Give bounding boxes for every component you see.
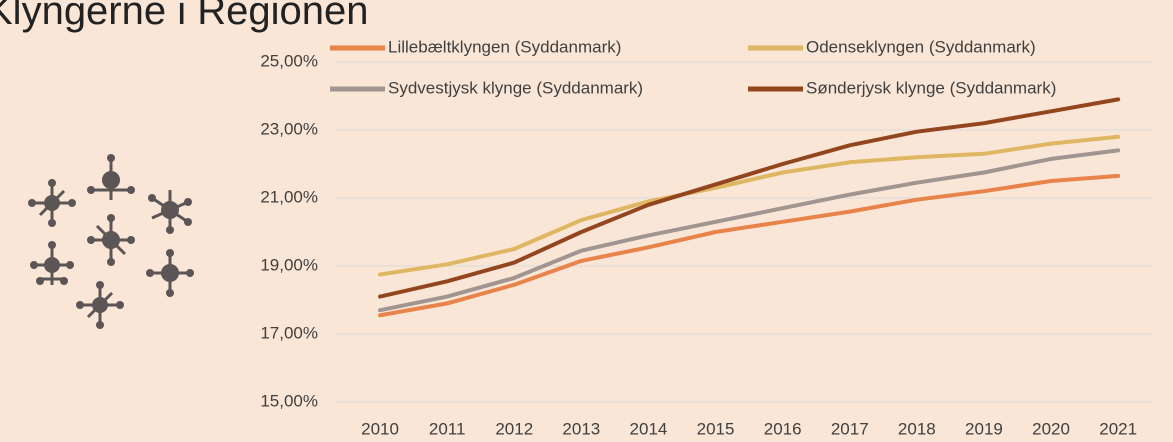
x-tick-label: 2019 [965, 419, 1003, 438]
series-line [378, 173, 1121, 318]
x-tick-label: 2010 [361, 419, 399, 438]
x-tick-label: 2016 [764, 419, 802, 438]
x-tick-label: 2017 [831, 419, 869, 438]
legend-label: Odenseklyngen (Syddanmark) [806, 37, 1036, 56]
y-tick-label: 19,00% [260, 255, 318, 274]
series-line [378, 97, 1121, 299]
y-tick-label: 21,00% [260, 187, 318, 206]
x-tick-label: 2014 [630, 419, 668, 438]
x-tick-label: 2021 [1099, 419, 1137, 438]
chart-title: Klyngerne i Regionen [0, 0, 368, 33]
x-tick-label: 2015 [697, 419, 735, 438]
legend-label: Sønderjysk klynge (Syddanmark) [806, 78, 1056, 97]
cluster-icons [28, 154, 194, 329]
y-tick-label: 15,00% [260, 391, 318, 410]
y-tick-label: 23,00% [260, 119, 318, 138]
legend-label: Sydvestjysk klynge (Syddanmark) [388, 78, 643, 97]
y-tick-label: 17,00% [260, 323, 318, 342]
x-tick-label: 2018 [898, 419, 936, 438]
y-tick-label: 25,00% [260, 51, 318, 70]
x-tick-label: 2012 [495, 419, 533, 438]
x-tick-label: 2020 [1032, 419, 1070, 438]
legend-label: Lillebæltklyngen (Syddanmark) [388, 37, 621, 56]
series-line [378, 134, 1121, 277]
x-tick-label: 2013 [562, 419, 600, 438]
series-line [378, 148, 1121, 313]
x-tick-label: 2011 [429, 419, 466, 438]
